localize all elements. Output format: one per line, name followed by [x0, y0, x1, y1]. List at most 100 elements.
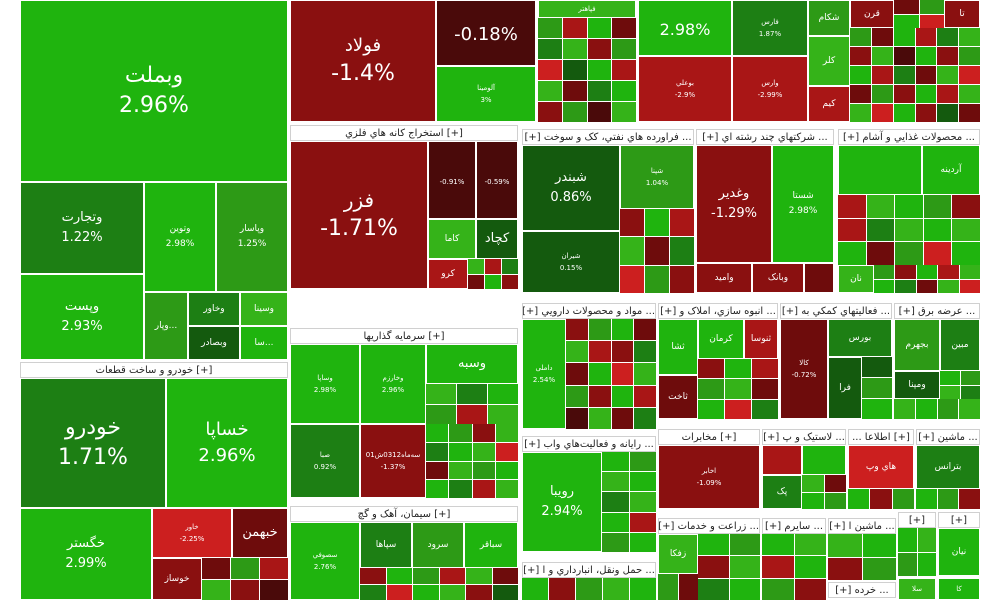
sector-header-other3[interactable]: ... خرده [+] [828, 582, 896, 598]
tile-sorood[interactable]: سرود [412, 522, 464, 568]
tile-sela[interactable]: سلا [898, 578, 936, 600]
sector-header-telecom[interactable]: [+] مخابرات [658, 429, 760, 445]
tile-dsobhan[interactable]: داملی 2.54% [522, 319, 566, 429]
tile-nian[interactable]: نيان [938, 528, 980, 576]
tile-vbsader[interactable]: وبصادر [188, 326, 240, 360]
tile-shekam[interactable]: شکام [808, 0, 850, 36]
sector-header-petro[interactable]: ... فراورده هاي نفتي، کک و سوخت [+] [522, 129, 694, 145]
sector-header-invest[interactable]: [+] سرمايه گذاريها [290, 328, 518, 344]
tile-kerman[interactable]: کرمان [698, 319, 744, 359]
tile-shiran[interactable]: شيران 0.15% [522, 231, 620, 293]
tile-sashat[interactable]: ثشا [658, 319, 698, 375]
tile-vmapna[interactable]: ومپنا [894, 371, 940, 399]
tile-vtovin[interactable]: وتوين 2.98% [144, 182, 216, 292]
sector-header-info[interactable]: [+] اطلاعا ... [848, 429, 914, 445]
sector-header-pharma[interactable]: ... مواد و محصولات دارويي [+] [522, 303, 656, 319]
tile-kalar[interactable]: کلر [808, 36, 850, 86]
sector-header-it[interactable]: ... رايانه و فعاليت‌هاي واب [+] [522, 436, 656, 452]
tile-sa[interactable]: سا... [240, 326, 288, 360]
tile-vpasar[interactable]: وپاسار 1.25% [216, 182, 288, 292]
tile-zafka[interactable]: زفکا [658, 534, 698, 574]
sector-header-multi[interactable]: ... شرکتهاي چند رشته اي [+] [696, 129, 834, 145]
tile-tashat[interactable]: ثاخت [658, 375, 698, 419]
tile-sepaha[interactable]: سپاها [360, 522, 412, 568]
tile-vkhavar[interactable]: وخاور [188, 292, 240, 326]
tile-fbahonar[interactable]: -0.59% [476, 141, 518, 219]
sector-header-other1[interactable]: ... سايرم [+] [762, 518, 826, 534]
tile-vsebah[interactable]: وسبه [426, 344, 518, 384]
sector-header-other4[interactable]: [+] [898, 512, 936, 528]
tile-sepa[interactable]: صبا 0.92% [290, 424, 360, 498]
tile-ka[interactable]: کا [938, 578, 980, 600]
tile-khgostar[interactable]: خگستر 2.99% [20, 508, 152, 600]
tile-fars[interactable]: فارس 1.87% [732, 0, 808, 56]
tile-vtejarat[interactable]: وتجارت 1.22% [20, 182, 144, 274]
tile-sasa[interactable]: ثنوسا [744, 319, 778, 359]
tile-kachad[interactable]: کچاد [476, 219, 518, 259]
tile-vbank[interactable]: وبانک [752, 263, 804, 293]
tile-ta[interactable]: تا [944, 0, 980, 28]
tile-kro[interactable]: کرو [428, 259, 468, 289]
tile-naan[interactable]: نان [838, 265, 874, 293]
tile-khavar[interactable]: خاور -2.25% [152, 508, 232, 558]
tile-vpost[interactable]: وپست 2.93% [20, 274, 144, 360]
tile-food-1[interactable] [838, 145, 922, 195]
tile-shasta[interactable]: شستا 2.98% [772, 145, 834, 263]
tile-chem-top[interactable]: 2.98% [638, 0, 732, 56]
tile-btarans[interactable]: بترانس [916, 445, 980, 489]
tile-kama[interactable]: کاما [428, 219, 476, 259]
tile-fazr[interactable]: فزر -1.71% [290, 141, 428, 289]
sector-header-machinery[interactable]: ... ماشين [+] [916, 429, 980, 445]
tile-pak[interactable]: پک [762, 475, 802, 509]
tile-khodro[interactable]: خودرو 1.71% [20, 378, 166, 508]
sector-header-cement[interactable]: [+] سيمان، آهک و گچ [290, 506, 518, 522]
sector-header-auto[interactable]: [+] خودرو و ساخت قطعات [20, 362, 288, 378]
tile-sbaqer[interactable]: سباقر [464, 522, 518, 568]
tile-kim[interactable]: کيم [808, 86, 850, 122]
tile-vkharazm[interactable]: وخارزم 2.96% [360, 344, 426, 424]
sector-header-other5[interactable]: [+] [938, 512, 980, 528]
tile-varis[interactable]: وارس -2.99% [732, 56, 808, 122]
tile-akhaber[interactable]: اخابر -1.09% [658, 445, 760, 509]
tile-shpna[interactable]: شپنا 1.04% [620, 145, 694, 209]
tile-shbandar[interactable]: شبندر 0.86% [522, 145, 620, 231]
tile-vpar[interactable]: وپار... [144, 292, 188, 360]
tile-alumina[interactable]: آلومينا 3% [436, 66, 536, 122]
sector-header-agri[interactable]: ... زراعت و خدمات [+] [658, 518, 760, 534]
tile-khosaz[interactable]: خوساز [152, 558, 202, 600]
tile-fmeli[interactable]: -0.91% [428, 141, 476, 219]
tile-qarn[interactable]: قرن [850, 0, 894, 28]
sector-header-financial[interactable]: ... فعاليتهاي کمکي به [+] [780, 303, 892, 319]
tile-fara[interactable]: فرا [828, 357, 862, 419]
tile-plastic-2[interactable] [802, 445, 846, 475]
sector-header-food[interactable]: ... محصولات غذايي و آشام [+] [838, 129, 980, 145]
tile-vamid[interactable]: واميد [696, 263, 752, 293]
tile-ardina[interactable]: آردينه [922, 145, 980, 195]
sector-header-mining[interactable]: [+] استخراج کانه هاي فلزي [290, 125, 518, 141]
sector-header-plastic[interactable]: ... لاستيک و پ [+] [762, 429, 846, 445]
tile-vghadir[interactable]: وغدير -1.29% [696, 145, 772, 263]
tile-vabmelat[interactable]: وبملت 2.96% [20, 0, 288, 182]
tile-vsina[interactable]: وسينا [240, 292, 288, 326]
tile-soofi[interactable]: سصوفي 2.76% [290, 522, 360, 600]
tile-hiweb[interactable]: هاي وپ [848, 445, 914, 489]
tile-vsapa[interactable]: وساپا 2.98% [290, 344, 360, 424]
tile-foolad[interactable]: فولاد -1.4% [290, 0, 436, 122]
sector-header-realestate[interactable]: ... انبوه سازي، املاک و [+] [658, 303, 778, 319]
tile-mobin[interactable]: مبين [940, 319, 980, 371]
tile-fpahtar[interactable]: فپاهتر [538, 0, 636, 18]
sector-header-other2[interactable]: ... ماشين ا [+] [828, 518, 896, 534]
tile-boali[interactable]: بوعلي -2.9% [638, 56, 732, 122]
sector-header-transport[interactable]: ... حمل ونقل، انبارداري و ا [+] [522, 562, 656, 578]
tile-khbahman[interactable]: خبهمن [232, 508, 288, 558]
tile-multi-small[interactable] [804, 263, 834, 293]
tile-ruya[interactable]: رويبا 2.94% [522, 452, 602, 552]
sector-header-power[interactable]: ... عرضه برق [+] [894, 303, 980, 319]
tile-semat[interactable]: سه‌ماه0312ش01 -1.37% [360, 424, 426, 498]
tile-bjahrom[interactable]: بجهرم [894, 319, 940, 371]
tile-kala[interactable]: کالا -0.72% [780, 319, 828, 419]
tile-plastic-1[interactable] [762, 445, 802, 475]
tile-boors[interactable]: بورس [828, 319, 892, 357]
tile-metal-1[interactable]: -0.18% [436, 0, 536, 66]
tile-khasapa[interactable]: خساپا 2.96% [166, 378, 288, 508]
